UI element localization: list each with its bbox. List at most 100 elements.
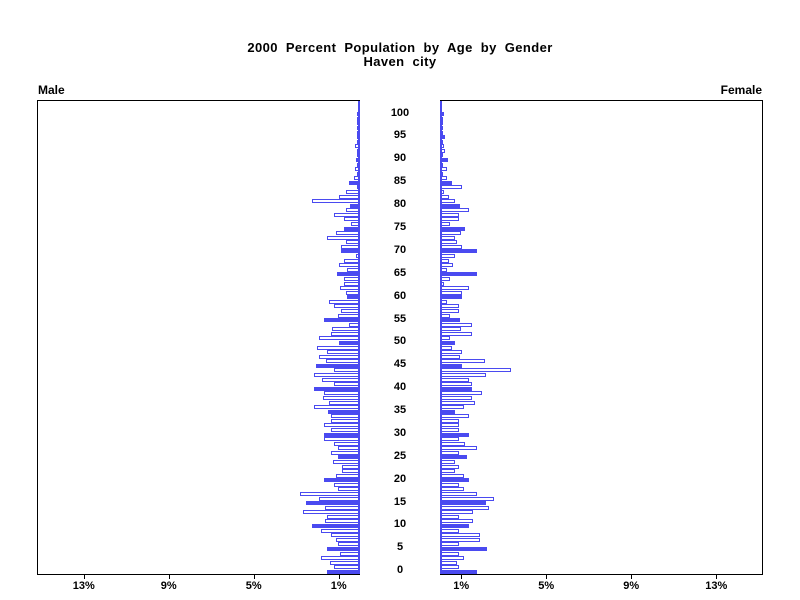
male-bar-age-59 xyxy=(329,299,359,304)
female-bar-age-100 xyxy=(441,112,445,117)
left-x-tick-13% xyxy=(83,574,85,579)
female-bar-age-13 xyxy=(441,510,473,515)
female-bar-age-87 xyxy=(441,171,444,176)
male-bar-age-48 xyxy=(327,350,359,355)
female-bar-age-53 xyxy=(441,327,461,332)
male-bar-age-90 xyxy=(355,157,359,162)
male-bar-age-93 xyxy=(354,144,359,149)
male-bar-age-34 xyxy=(331,414,359,419)
female-bar-age-51 xyxy=(441,336,451,341)
male-bar-age-72 xyxy=(346,240,359,245)
age-tick-label-10: 10 xyxy=(393,518,407,531)
female-bar-age-42 xyxy=(441,377,469,382)
female-bar-age-80 xyxy=(441,203,460,208)
male-bar-age-73 xyxy=(327,235,359,240)
left-x-tick-label-5%: 5% xyxy=(245,580,262,592)
age-tick-label-45: 45 xyxy=(393,358,407,371)
male-bar-age-68 xyxy=(344,258,359,263)
female-bar-age-97 xyxy=(441,125,443,130)
female-bar-age-54 xyxy=(441,322,473,327)
male-bar-age-0 xyxy=(327,569,359,574)
female-bar-age-21 xyxy=(441,473,464,478)
female-bar-age-26 xyxy=(441,450,459,455)
male-bar-age-42 xyxy=(322,377,359,382)
female-bar-age-88 xyxy=(441,167,447,172)
male-bar-age-18 xyxy=(337,487,359,492)
chart-title-line1: 2000 Percent Population by Age by Gender xyxy=(247,40,553,55)
male-bar-age-66 xyxy=(347,267,359,272)
male-bar-age-9 xyxy=(320,528,359,533)
female-bar-age-70 xyxy=(441,249,478,254)
male-bar-age-15 xyxy=(305,501,359,506)
male-bar-age-19 xyxy=(334,482,359,487)
female-bar-age-2 xyxy=(441,560,457,565)
female-bar-age-81 xyxy=(441,199,456,204)
female-bar-age-4 xyxy=(441,551,459,556)
age-tick-label-95: 95 xyxy=(393,129,407,142)
age-tick-label-35: 35 xyxy=(393,404,407,417)
right-x-tick-9% xyxy=(631,574,633,579)
right-x-tick-label-1%: 1% xyxy=(453,580,470,592)
male-bar-age-6 xyxy=(337,542,359,547)
age-tick-label-90: 90 xyxy=(393,152,407,165)
female-bar-age-49 xyxy=(441,345,453,350)
female-bar-age-11 xyxy=(441,519,473,524)
male-bar-age-51 xyxy=(319,336,359,341)
female-bar-age-1 xyxy=(441,565,459,570)
female-bar-age-45 xyxy=(441,363,463,368)
female-bar-age-14 xyxy=(441,505,489,510)
male-bar-age-58 xyxy=(333,304,359,309)
female-bar-age-86 xyxy=(441,176,447,181)
female-bar-age-40 xyxy=(441,386,473,391)
female-bar-age-20 xyxy=(441,478,469,483)
male-bar-age-88 xyxy=(354,167,359,172)
male-bar-age-35 xyxy=(328,409,359,414)
male-bar-age-74 xyxy=(335,231,359,236)
male-bar-age-98 xyxy=(357,121,359,126)
female-bar-age-30 xyxy=(441,432,469,437)
female-panel xyxy=(440,100,763,575)
age-tick-label-25: 25 xyxy=(393,449,407,462)
male-bar-age-32 xyxy=(323,423,359,428)
female-bar-age-16 xyxy=(441,496,495,501)
male-bar-age-82 xyxy=(339,194,359,199)
female-bar-age-52 xyxy=(441,331,473,336)
male-bar-age-47 xyxy=(319,354,359,359)
male-bar-age-54 xyxy=(349,322,359,327)
male-bar-age-16 xyxy=(319,496,359,501)
female-bar-age-15 xyxy=(441,501,487,506)
male-bar-age-45 xyxy=(315,363,359,368)
female-bar-age-18 xyxy=(441,487,464,492)
female-bar-age-32 xyxy=(441,423,459,428)
female-bar-age-89 xyxy=(441,162,443,167)
right-x-tick-13% xyxy=(716,574,718,579)
female-bar-age-94 xyxy=(441,139,443,144)
right-x-tick-label-13%: 13% xyxy=(705,580,728,592)
male-bar-age-89 xyxy=(357,162,359,167)
male-bar-age-78 xyxy=(333,212,359,217)
male-bar-age-27 xyxy=(337,446,359,451)
male-bar-age-70 xyxy=(341,249,359,254)
male-bar-age-63 xyxy=(344,281,359,286)
male-bar-age-46 xyxy=(325,359,359,364)
age-tick-label-5: 5 xyxy=(396,541,404,554)
female-bar-age-73 xyxy=(441,235,456,240)
female-bar-age-72 xyxy=(441,240,457,245)
male-bar-age-25 xyxy=(337,455,359,460)
male-bar-age-85 xyxy=(349,180,359,185)
right-x-tick-5% xyxy=(546,574,548,579)
male-bar-age-20 xyxy=(323,478,359,483)
female-bar-age-65 xyxy=(441,272,478,277)
female-bar-age-25 xyxy=(441,455,467,460)
chart-title-line2: Haven city xyxy=(363,54,437,69)
male-bar-age-23 xyxy=(342,464,359,469)
female-bar-age-66 xyxy=(441,267,448,272)
male-bar-age-64 xyxy=(344,276,359,281)
male-bar-age-61 xyxy=(345,290,359,295)
male-bar-age-100 xyxy=(357,112,359,117)
male-bar-age-29 xyxy=(324,437,359,442)
right-x-tick-1% xyxy=(461,574,463,579)
male-bar-age-2 xyxy=(330,560,359,565)
female-bar-age-56 xyxy=(441,313,451,318)
